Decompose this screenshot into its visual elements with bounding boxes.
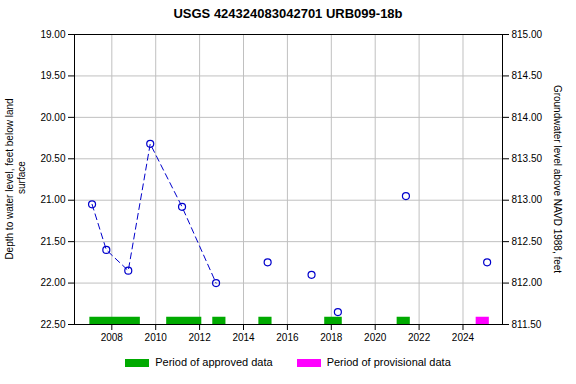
svg-text:2022: 2022 <box>408 332 431 343</box>
svg-text:19.50: 19.50 <box>40 70 65 81</box>
svg-text:2020: 2020 <box>364 332 387 343</box>
svg-text:Groundwater level above NAVD 1: Groundwater level above NAVD 1988, feet <box>552 85 563 273</box>
html-text:Period of provisional data: Period of provisional data <box>326 356 451 368</box>
svg-text:815.00: 815.00 <box>512 29 543 40</box>
svg-text:19.00: 19.00 <box>40 29 65 40</box>
svg-text:812.00: 812.00 <box>512 277 543 288</box>
svg-text:812.50: 812.50 <box>512 236 543 247</box>
svg-text:22.00: 22.00 <box>40 277 65 288</box>
svg-text:21.00: 21.00 <box>40 194 65 205</box>
html-text:USGS 424324083042701 URB099-18: USGS 424324083042701 URB099-18b <box>173 6 403 21</box>
svg-text:814.50: 814.50 <box>512 70 543 81</box>
svg-text:2012: 2012 <box>188 332 211 343</box>
svg-text:2018: 2018 <box>320 332 343 343</box>
svg-text:20.50: 20.50 <box>40 153 65 164</box>
svg-text:Depth to water level, feet bel: Depth to water level, feet below land su… <box>4 98 27 259</box>
svg-text:21.50: 21.50 <box>40 236 65 247</box>
svg-text:20.00: 20.00 <box>40 112 65 123</box>
svg-text:2024: 2024 <box>452 332 475 343</box>
svg-text:2008: 2008 <box>101 332 124 343</box>
svg-text:22.50: 22.50 <box>40 319 65 330</box>
svg-text:2016: 2016 <box>276 332 299 343</box>
svg-text:814.00: 814.00 <box>512 112 543 123</box>
svg-text:813.50: 813.50 <box>512 153 543 164</box>
svg-text:813.00: 813.00 <box>512 194 543 205</box>
html-text:Period of approved data: Period of approved data <box>155 356 273 368</box>
svg-text:2014: 2014 <box>232 332 255 343</box>
svg-text:2010: 2010 <box>145 332 168 343</box>
svg-text:811.50: 811.50 <box>512 319 542 330</box>
